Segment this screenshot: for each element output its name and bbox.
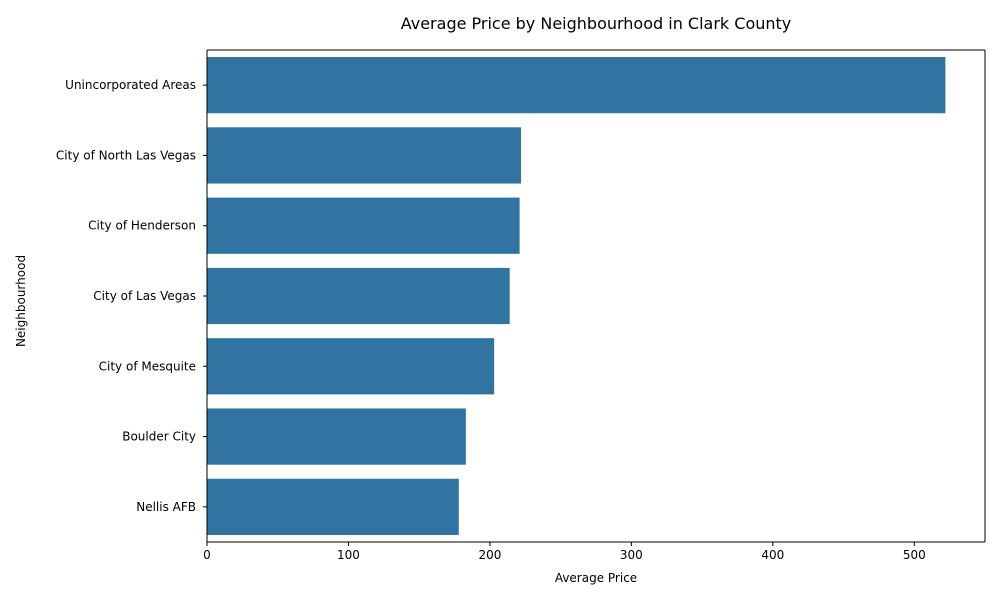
bars-group — [207, 57, 946, 535]
x-tick-label: 500 — [903, 548, 926, 562]
bar-boulder-city — [207, 408, 466, 465]
y-tick-label: Nellis AFB — [136, 500, 196, 514]
bar-nellis-afb — [207, 478, 459, 535]
x-axis-ticks: 0 100 200 300 400 500 — [203, 542, 926, 562]
y-axis-label: Neighbourhood — [14, 255, 28, 347]
bar-city-of-mesquite — [207, 338, 495, 395]
bar-city-of-henderson — [207, 197, 520, 254]
bar-city-of-north-las-vegas — [207, 127, 522, 184]
y-tick-label: City of North Las Vegas — [56, 148, 196, 162]
x-axis-label: Average Price — [555, 571, 637, 585]
y-tick-label: City of Henderson — [88, 219, 196, 233]
x-tick-label: 200 — [478, 548, 501, 562]
x-tick-label: 300 — [620, 548, 643, 562]
x-tick-label: 400 — [761, 548, 784, 562]
y-axis-ticks: Unincorporated Areas City of North Las Ve… — [56, 78, 207, 514]
y-tick-label: Unincorporated Areas — [65, 78, 196, 92]
y-tick-label: City of Las Vegas — [93, 289, 196, 303]
chart-title: Average Price by Neighbourhood in Clark … — [401, 14, 792, 33]
y-tick-label: Boulder City — [122, 430, 196, 444]
bar-city-of-las-vegas — [207, 267, 510, 325]
x-tick-label: 0 — [203, 548, 211, 562]
y-tick-label: City of Mesquite — [99, 359, 196, 373]
x-tick-label: 100 — [337, 548, 360, 562]
bar-unincorporated-areas — [207, 57, 946, 114]
